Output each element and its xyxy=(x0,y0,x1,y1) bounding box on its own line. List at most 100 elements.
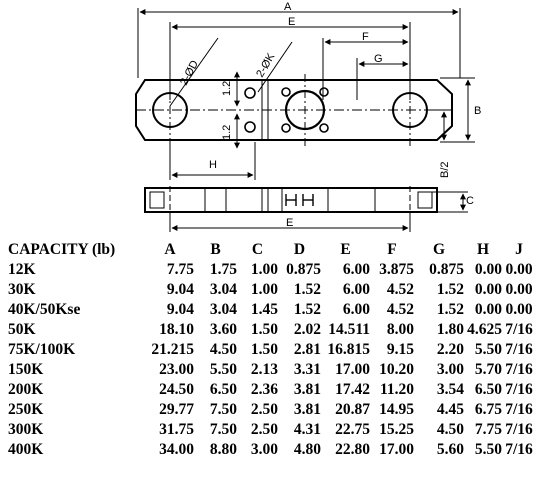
cell-h: 5.70 xyxy=(474,361,502,378)
table-row: 200K 24.50 6.50 2.36 3.81 17.42 11.20 3.54 6.50 7… xyxy=(0,380,536,400)
cell-d: 3.81 xyxy=(293,381,321,398)
header-a: A xyxy=(164,241,176,258)
dim-label-b-half: B/2 xyxy=(439,161,451,178)
cell-capacity: 200K xyxy=(8,381,44,398)
cell-h: 4.625 xyxy=(467,321,502,338)
cell-b: 4.50 xyxy=(209,341,237,358)
dim-label-h: H xyxy=(209,159,217,171)
cell-a: 9.04 xyxy=(166,301,194,318)
cell-j: 0.00 xyxy=(505,261,533,278)
cell-e: 6.00 xyxy=(342,281,370,298)
table-row: 300K 31.75 7.50 2.50 4.31 22.75 15.25 4.50 7.75 7… xyxy=(0,420,536,440)
cell-d: 1.52 xyxy=(293,281,321,298)
cell-j: 7/16 xyxy=(505,361,533,378)
cell-g: 2.20 xyxy=(436,341,464,358)
cell-g: 3.00 xyxy=(436,361,464,378)
callout-phi-d: 2-ØD xyxy=(178,59,201,88)
header-j: J xyxy=(515,241,523,258)
cell-b: 3.60 xyxy=(209,321,237,338)
cell-j: 0.00 xyxy=(505,281,533,298)
cell-h: 0.00 xyxy=(474,281,502,298)
cell-j: 7/16 xyxy=(505,441,533,458)
cell-b: 6.50 xyxy=(209,381,237,398)
cell-d: 4.80 xyxy=(293,441,321,458)
plate-plan-view xyxy=(135,74,453,146)
cell-f: 11.20 xyxy=(379,381,414,398)
table-header-row: CAPACITY (lb) A B C D E F G H J xyxy=(0,240,536,260)
cell-b: 3.04 xyxy=(209,281,237,298)
header-d: D xyxy=(293,241,306,258)
cell-d: 1.52 xyxy=(293,301,321,318)
cell-e: 17.00 xyxy=(335,361,370,378)
cell-f: 4.52 xyxy=(386,281,414,298)
cell-c: 2.50 xyxy=(250,421,278,438)
cell-b: 3.04 xyxy=(209,301,237,318)
cell-c: 1.50 xyxy=(250,321,278,338)
table-row: 400K 34.00 8.80 3.00 4.80 22.80 17.00 5.60 5.50 7… xyxy=(0,440,536,460)
cell-b: 5.50 xyxy=(209,361,237,378)
header-b: B xyxy=(210,241,221,258)
cell-a: 29.77 xyxy=(159,401,194,418)
cell-c: 2.13 xyxy=(250,361,278,378)
cell-h: 5.50 xyxy=(474,341,502,358)
cell-c: 2.50 xyxy=(250,401,278,418)
dimension-lines xyxy=(139,9,471,231)
cell-a: 23.00 xyxy=(159,361,194,378)
cell-d: 3.81 xyxy=(293,401,321,418)
cell-capacity: 12K xyxy=(8,261,36,278)
cell-e: 20.87 xyxy=(335,401,370,418)
cell-c: 3.00 xyxy=(250,441,278,458)
header-c: C xyxy=(251,241,264,258)
table-row: 12K 7.75 1.75 1.00 0.875 6.00 3.875 0.875 0.00 0.… xyxy=(0,260,536,280)
cell-j: 0.00 xyxy=(505,301,533,318)
cell-capacity: 75K/100K xyxy=(8,341,76,358)
dim-label-e-bottom: E xyxy=(286,217,293,229)
cell-g: 1.52 xyxy=(436,281,464,298)
dim-label-1-2-bottom: 1.2 xyxy=(221,125,233,140)
table-row: 250K 29.77 7.50 2.50 3.81 20.87 14.95 4.45 6.75 7… xyxy=(0,400,536,420)
header-capacity: CAPACITY (lb) xyxy=(8,241,116,258)
cell-d: 3.31 xyxy=(293,361,321,378)
cell-a: 31.75 xyxy=(159,421,194,438)
capacity-dimension-table: CAPACITY (lb) A B C D E F G H J 12K 7.75 1… xyxy=(0,240,536,460)
cell-f: 17.00 xyxy=(379,441,414,458)
table-row: 150K 23.00 5.50 2.13 3.31 17.00 10.20 3.00 5.70 7… xyxy=(0,360,536,380)
cell-capacity: 300K xyxy=(8,421,44,438)
cell-h: 0.00 xyxy=(474,301,502,318)
cell-capacity: 250K xyxy=(8,401,44,418)
cell-a: 7.75 xyxy=(166,261,194,278)
cell-g: 5.60 xyxy=(436,441,464,458)
cell-c: 1.50 xyxy=(250,341,278,358)
header-e: E xyxy=(340,241,351,258)
cell-e: 6.00 xyxy=(342,261,370,278)
dim-label-f: F xyxy=(362,31,369,43)
cell-a: 9.04 xyxy=(166,281,194,298)
cell-d: 2.81 xyxy=(293,341,321,358)
cell-f: 8.00 xyxy=(386,321,414,338)
technical-drawing: A E F G H B B/2 C E 2-ØD 2-ØK 1.2 1.2 xyxy=(0,0,536,238)
table-row: 40K/50Kse 9.04 3.04 1.45 1.52 6.00 4.52 1.52 0.0… xyxy=(0,300,536,320)
cell-f: 14.95 xyxy=(379,401,414,418)
dim-label-1-2-top: 1.2 xyxy=(221,81,233,96)
header-g: G xyxy=(432,241,446,258)
cell-a: 18.10 xyxy=(159,321,194,338)
table-body: 12K 7.75 1.75 1.00 0.875 6.00 3.875 0.875 0.00 0.… xyxy=(0,260,536,460)
table-row: 50K 18.10 3.60 1.50 2.02 14.511 8.00 1.80 4.625 7… xyxy=(0,320,536,340)
cell-c: 2.36 xyxy=(250,381,278,398)
dim-label-a: A xyxy=(284,1,292,13)
dim-label-c: C xyxy=(466,195,474,207)
cell-b: 1.75 xyxy=(209,261,237,278)
cell-capacity: 50K xyxy=(8,321,36,338)
cell-j: 7/16 xyxy=(505,401,533,418)
cell-capacity: 40K/50Kse xyxy=(8,301,81,318)
cell-g: 0.875 xyxy=(429,261,464,278)
cell-f: 3.875 xyxy=(379,261,414,278)
cell-a: 21.215 xyxy=(151,341,194,358)
cell-j: 7/16 xyxy=(505,381,533,398)
cell-capacity: 30K xyxy=(8,281,36,298)
cell-b: 7.50 xyxy=(209,401,237,418)
dim-label-e: E xyxy=(288,16,295,28)
cell-h: 6.50 xyxy=(474,381,502,398)
cell-b: 8.80 xyxy=(209,441,237,458)
cell-a: 34.00 xyxy=(159,441,194,458)
